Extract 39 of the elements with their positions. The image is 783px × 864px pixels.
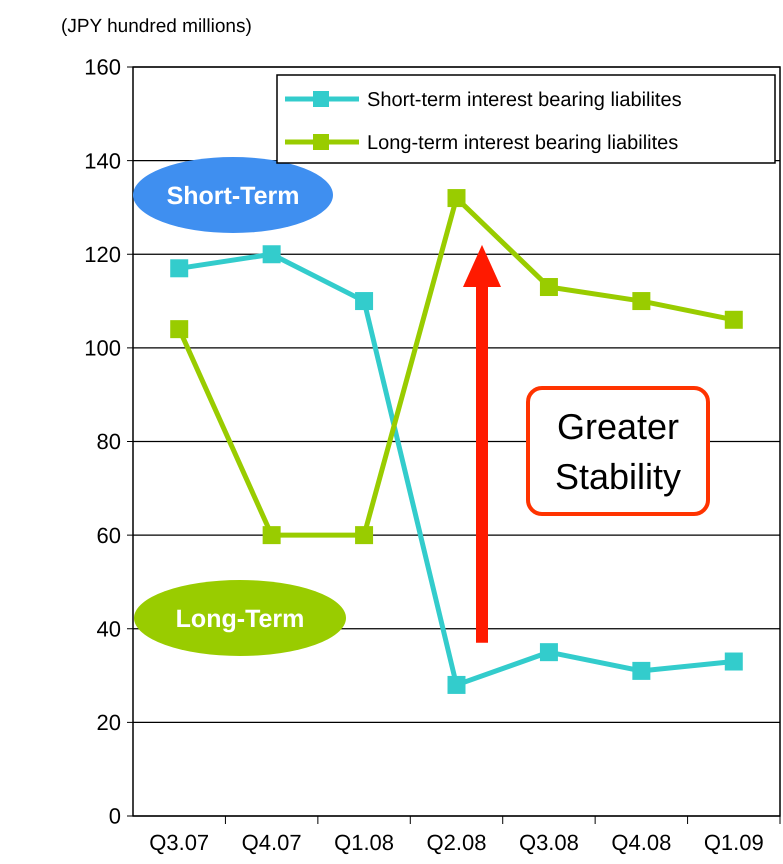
point bbox=[355, 526, 374, 544]
point bbox=[540, 643, 558, 662]
x-tick-label: Q4.08 bbox=[611, 830, 672, 855]
y-tick-label: 0 bbox=[108, 804, 121, 829]
point bbox=[262, 526, 281, 544]
y-tick-label: 60 bbox=[96, 522, 121, 548]
x-tick-label: Q1.09 bbox=[704, 830, 764, 855]
annotation: Long-Term bbox=[176, 604, 304, 633]
y-tick-label: 120 bbox=[84, 242, 121, 267]
point bbox=[540, 278, 558, 296]
x-tick-label: Q1.08 bbox=[334, 830, 394, 855]
x-tick-label: Q3.08 bbox=[518, 830, 579, 855]
y-tick-label: 100 bbox=[84, 336, 121, 361]
point bbox=[170, 320, 188, 338]
oval-label: Short-Term bbox=[133, 157, 333, 233]
y-axis-title: (JPY hundred millions) bbox=[61, 16, 252, 37]
point bbox=[448, 189, 466, 208]
legend-label: Short-term interest bearing liabilites bbox=[367, 89, 682, 111]
annotation: Short-Term bbox=[166, 182, 300, 210]
point bbox=[262, 245, 281, 264]
point bbox=[448, 676, 466, 694]
point bbox=[724, 310, 743, 329]
x-tick-label: Q4.07 bbox=[242, 830, 302, 855]
point bbox=[170, 259, 188, 278]
oval-label: Long-Term bbox=[134, 580, 346, 656]
y-tick-label: 20 bbox=[96, 710, 121, 736]
y-tick-label: 160 bbox=[84, 54, 121, 80]
annotation: Greater Stability bbox=[554, 406, 682, 497]
x-tick-label: Q2.08 bbox=[426, 830, 486, 855]
point bbox=[632, 292, 650, 310]
point bbox=[355, 292, 374, 310]
legend-label: Long-term interest bearing liabilites bbox=[367, 132, 678, 154]
y-tick-label: 40 bbox=[96, 616, 121, 642]
y-tick-label: 140 bbox=[84, 148, 121, 174]
point bbox=[724, 652, 743, 671]
rounded-box-label: Greater Stability bbox=[526, 386, 710, 516]
y-tick-label: 80 bbox=[96, 429, 121, 454]
point bbox=[632, 662, 650, 680]
x-tick-label: Q3.07 bbox=[149, 830, 210, 855]
